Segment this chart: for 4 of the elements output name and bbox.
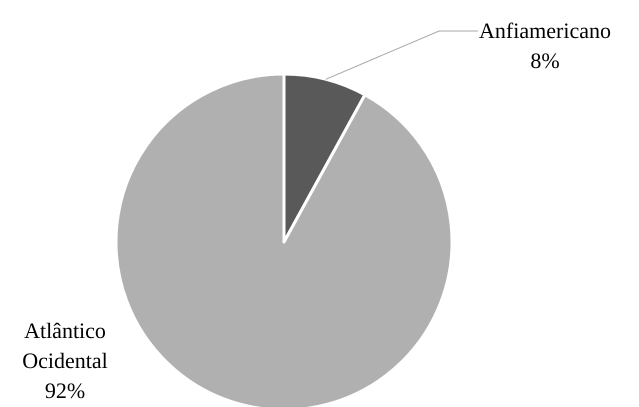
slice-label: Atlântico Ocidental [22,318,108,373]
data-label: 92% [44,378,86,403]
data-label: 8% [530,48,560,73]
slice-label: Anfiamericano [479,18,611,43]
